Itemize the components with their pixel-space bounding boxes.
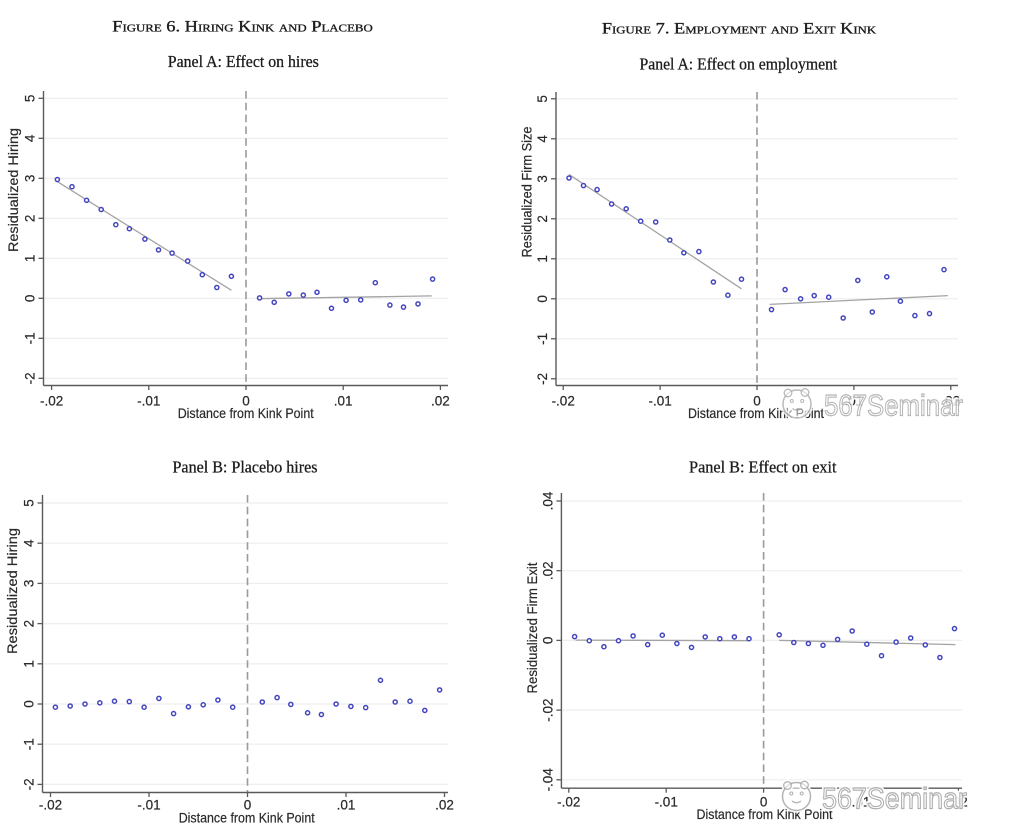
svg-text:.04: .04 bbox=[540, 491, 555, 510]
svg-text:.01: .01 bbox=[852, 795, 871, 810]
svg-text:.02: .02 bbox=[941, 393, 960, 408]
svg-text:2: 2 bbox=[535, 215, 550, 223]
svg-text:-.01: -.01 bbox=[137, 798, 160, 813]
svg-text:.02: .02 bbox=[431, 393, 450, 408]
svg-text:-.04: -.04 bbox=[540, 768, 555, 792]
svg-text:5: 5 bbox=[22, 499, 37, 507]
svg-text:0: 0 bbox=[23, 295, 38, 303]
svg-text:-.02: -.02 bbox=[40, 393, 63, 408]
svg-text:0: 0 bbox=[242, 393, 250, 408]
svg-text:3: 3 bbox=[535, 175, 550, 183]
svg-text:Panel B: Placebo hires: Panel B: Placebo hires bbox=[173, 458, 318, 477]
svg-text:-.02: -.02 bbox=[552, 393, 575, 408]
svg-text:-2: -2 bbox=[22, 778, 37, 790]
svg-text:2: 2 bbox=[22, 620, 37, 628]
svg-text:-2: -2 bbox=[535, 373, 550, 385]
svg-text:0: 0 bbox=[540, 637, 555, 645]
svg-text:Distance from Kink Point: Distance from Kink Point bbox=[697, 806, 833, 822]
svg-text:-1: -1 bbox=[22, 738, 37, 750]
svg-text:.01: .01 bbox=[337, 798, 356, 813]
svg-text:-1: -1 bbox=[23, 332, 38, 344]
svg-text:0: 0 bbox=[753, 393, 761, 408]
svg-text:0: 0 bbox=[760, 795, 768, 810]
svg-text:567Seminar: 567Seminar bbox=[822, 783, 967, 816]
svg-text:3: 3 bbox=[22, 580, 37, 588]
svg-text:-.02: -.02 bbox=[39, 798, 62, 813]
svg-text:Panel A: Effect on employment: Panel A: Effect on employment bbox=[640, 55, 838, 74]
svg-text:-.01: -.01 bbox=[655, 795, 678, 810]
svg-text:-.01: -.01 bbox=[137, 393, 160, 408]
svg-text:1: 1 bbox=[535, 255, 550, 263]
svg-text:Residualized Hiring: Residualized Hiring bbox=[5, 128, 21, 252]
svg-text:.01: .01 bbox=[845, 393, 864, 408]
svg-text:1: 1 bbox=[23, 255, 38, 263]
svg-text:0: 0 bbox=[22, 700, 37, 708]
svg-text:4: 4 bbox=[23, 134, 38, 142]
svg-text:-.02: -.02 bbox=[540, 698, 555, 721]
svg-text:2: 2 bbox=[23, 215, 38, 223]
svg-text:-1: -1 bbox=[535, 333, 550, 345]
svg-text:567Seminar: 567Seminar bbox=[822, 783, 967, 816]
svg-text:Distance from Kink Point: Distance from Kink Point bbox=[178, 405, 314, 421]
svg-text:0: 0 bbox=[244, 798, 252, 813]
svg-text:Panel A: Effect on hires: Panel A: Effect on hires bbox=[168, 52, 319, 71]
svg-text:-.01: -.01 bbox=[648, 393, 671, 408]
svg-text:Panel B: Effect on exit: Panel B: Effect on exit bbox=[689, 458, 837, 477]
svg-text:.02: .02 bbox=[949, 795, 968, 810]
svg-text:Residualized Firm Exit: Residualized Firm Exit bbox=[524, 562, 540, 693]
svg-text:.01: .01 bbox=[334, 393, 353, 408]
svg-text:3: 3 bbox=[23, 175, 38, 183]
svg-text:4: 4 bbox=[22, 539, 37, 547]
svg-text:-2: -2 bbox=[23, 372, 38, 384]
svg-text:.02: .02 bbox=[435, 798, 454, 813]
svg-text:Residualized Firm Size: Residualized Firm Size bbox=[519, 126, 535, 257]
svg-text:5: 5 bbox=[23, 95, 38, 103]
svg-text:Figure 6. Hiring Kink and Plac: Figure 6. Hiring Kink and Placebo bbox=[112, 18, 373, 35]
svg-text:567Seminar: 567Seminar bbox=[824, 389, 963, 422]
svg-text:Distance from Kink Point: Distance from Kink Point bbox=[179, 810, 315, 826]
svg-text:0: 0 bbox=[535, 295, 550, 303]
svg-text:4: 4 bbox=[535, 135, 550, 143]
svg-text:5: 5 bbox=[535, 95, 550, 103]
svg-text:-.02: -.02 bbox=[557, 795, 580, 810]
svg-text:Residualized Hiring: Residualized Hiring bbox=[4, 528, 20, 654]
svg-text:.02: .02 bbox=[540, 561, 555, 580]
svg-text:Figure 7. Employment and Exit: Figure 7. Employment and Exit Kink bbox=[602, 21, 876, 38]
svg-text:1: 1 bbox=[22, 660, 37, 668]
svg-text:567Seminar: 567Seminar bbox=[824, 389, 963, 422]
